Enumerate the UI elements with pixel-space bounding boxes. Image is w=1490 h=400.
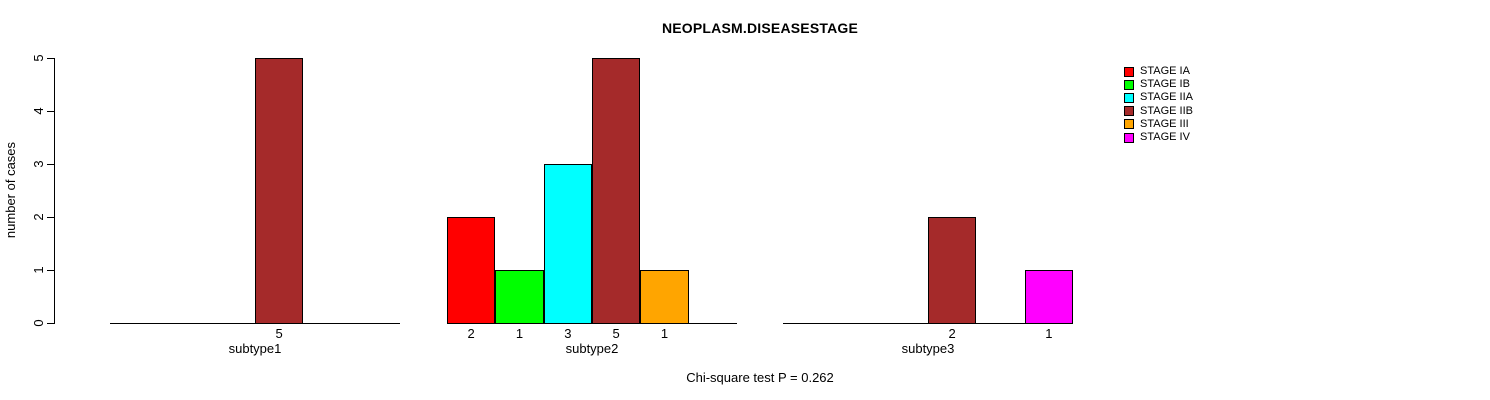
legend-label: STAGE IA <box>1140 65 1190 78</box>
legend-item-stage-ia: STAGE IA <box>1124 65 1193 78</box>
bar-subtype2-stage-iii <box>640 270 689 324</box>
legend-item-stage-iia: STAGE IIA <box>1124 91 1193 104</box>
y-tick-label: 0 <box>31 319 46 327</box>
bar-value-label: 2 <box>467 326 475 341</box>
bar-subtype2-stage-iia <box>543 164 592 324</box>
legend-swatch-stage-iia <box>1124 92 1134 103</box>
legend-swatch-stage-iib <box>1124 106 1134 117</box>
bar-subtype3-stage-iv <box>1024 270 1073 324</box>
legend-label: STAGE IB <box>1140 78 1190 91</box>
y-tick-label: 5 <box>31 54 46 62</box>
bar-subtype1-stage-iib <box>255 58 304 324</box>
legend-swatch-stage-iv <box>1124 132 1134 143</box>
y-axis-line <box>54 58 55 324</box>
legend-swatch-stage-iii <box>1124 119 1134 130</box>
group-label-subtype2: subtype2 <box>565 341 619 356</box>
y-tick <box>47 58 54 59</box>
y-tick <box>47 323 54 324</box>
bar-value-label: 3 <box>564 326 572 341</box>
legend-item-stage-iv: STAGE IV <box>1124 131 1193 144</box>
group-label-subtype3: subtype3 <box>901 341 955 356</box>
legend-item-stage-iii: STAGE III <box>1124 118 1193 131</box>
legend-swatch-stage-ib <box>1124 79 1134 90</box>
y-tick-label: 3 <box>31 160 46 168</box>
legend-item-stage-iib: STAGE IIB <box>1124 105 1193 118</box>
bar-subtype2-stage-ib <box>495 270 544 324</box>
bar-value-label: 1 <box>660 326 669 341</box>
legend-swatch-stage-ia <box>1124 66 1134 77</box>
bar-value-label: 1 <box>515 326 524 341</box>
y-tick <box>47 270 54 271</box>
y-tick-label: 2 <box>31 213 46 221</box>
footnote-chi-square: Chi-square test P = 0.262 <box>686 370 834 385</box>
y-tick-label: 1 <box>31 266 46 274</box>
bar-subtype2-stage-iib <box>592 58 641 324</box>
bar-value-label: 5 <box>275 326 283 341</box>
legend-label: STAGE III <box>1140 117 1189 130</box>
bar-value-label: 5 <box>612 326 620 341</box>
y-tick <box>47 111 54 112</box>
legend: STAGE IA STAGE IB STAGE IIA STAGE IIB STAGE … <box>1124 65 1193 144</box>
legend-label: STAGE IIA <box>1140 91 1193 104</box>
y-tick <box>47 164 54 165</box>
bar-value-label: 2 <box>948 326 956 341</box>
legend-item-stage-ib: STAGE IB <box>1124 78 1193 91</box>
legend-label: STAGE IV <box>1140 131 1190 144</box>
group-label-subtype1: subtype1 <box>228 341 282 356</box>
y-tick-label: 4 <box>31 107 46 115</box>
y-axis-label: number of cases <box>3 141 18 239</box>
y-tick <box>47 217 54 218</box>
bar-subtype3-stage-iib <box>928 217 977 324</box>
bar-value-label: 1 <box>1045 326 1053 341</box>
legend-label: STAGE IIB <box>1140 104 1193 117</box>
bar-subtype2-stage-ia <box>447 217 496 324</box>
chart-title: NEOPLASM.DISEASESTAGE <box>661 20 859 36</box>
